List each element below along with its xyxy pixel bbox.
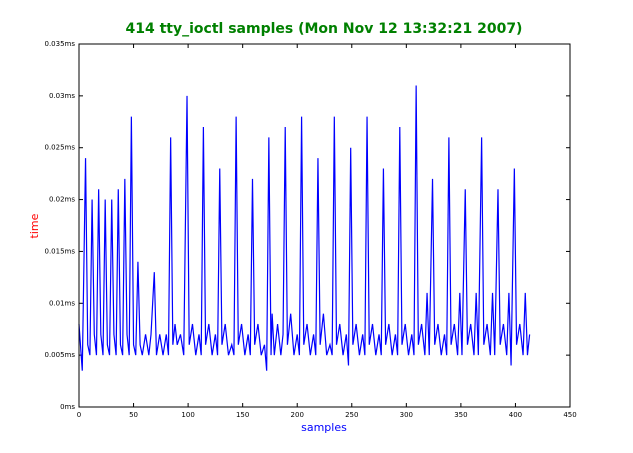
y-tick-label: 0.015ms bbox=[44, 247, 75, 255]
x-tick-label: 400 bbox=[509, 411, 522, 419]
y-tick-label: 0.01ms bbox=[49, 299, 75, 307]
y-tick-label: 0.02ms bbox=[49, 196, 75, 204]
chart-title: 414 tty_ioctl samples (Mon Nov 12 13:32:… bbox=[126, 21, 523, 37]
x-tick-label: 150 bbox=[236, 411, 249, 419]
data-line bbox=[78, 85, 531, 371]
plot-frame bbox=[78, 43, 571, 408]
x-tick-label: 350 bbox=[454, 411, 467, 419]
x-tick-label: 300 bbox=[400, 411, 413, 419]
y-tick-label: 0.035ms bbox=[44, 40, 75, 48]
x-axis-label: samples bbox=[301, 421, 347, 434]
x-tick-label: 50 bbox=[129, 411, 138, 419]
y-tick-label: 0.03ms bbox=[49, 92, 75, 100]
x-tick-label: 0 bbox=[77, 411, 81, 419]
y-tick-label: 0ms bbox=[60, 403, 75, 411]
y-tick-label: 0.005ms bbox=[44, 351, 75, 359]
x-tick-label: 200 bbox=[291, 411, 304, 419]
x-tick-label: 250 bbox=[345, 411, 358, 419]
x-tick-label: 100 bbox=[181, 411, 194, 419]
y-axis-label: time bbox=[28, 213, 41, 238]
y-tick-label: 0.025ms bbox=[44, 144, 75, 152]
x-tick-label: 450 bbox=[563, 411, 576, 419]
